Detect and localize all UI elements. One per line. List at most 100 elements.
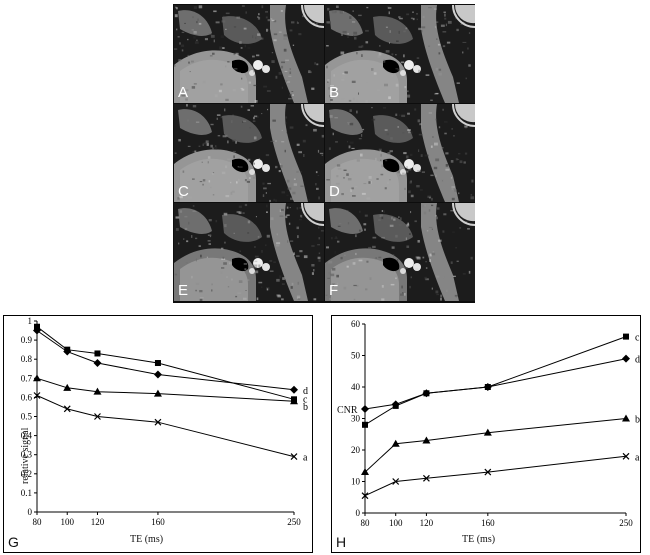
chart-h-x-tick-label: 100 — [389, 518, 403, 528]
chart-g-series-d-label: d — [303, 386, 308, 397]
chart-h-series-a-marker — [622, 452, 630, 460]
chart-g-y-tick-label: 0.7 — [21, 373, 33, 383]
chart-g-series-a-marker — [154, 418, 162, 426]
chart-g-y-tick-label: 1 — [28, 316, 33, 326]
chart-h-series-d-marker — [622, 354, 630, 363]
chart-h-series-a-marker — [361, 492, 369, 500]
chart-h-y-tick-label: 60 — [351, 319, 361, 329]
chart-g-series-b-marker — [63, 383, 72, 391]
chart-h-x-tick-label: 120 — [420, 518, 434, 528]
chart-g-relative-signal: 0 0.1 0.2 0.3 0.4 0.5 0.6 0.7 0.8 0.9 1 80 100 120 160… — [3, 315, 313, 553]
chart-g-series-c-marker — [291, 396, 297, 403]
chart-h-series-c-marker — [623, 333, 629, 340]
chart-h-x-tick-label: 160 — [481, 518, 495, 528]
mri-panel-letter: D — [329, 183, 340, 200]
mri-panel-a: A — [174, 5, 324, 103]
chart-h-y-tick-label: 0 — [356, 508, 361, 518]
mri-panel-letter: E — [178, 282, 189, 299]
chart-g-x-tick-label: 120 — [91, 517, 105, 527]
mri-panel-e: E — [174, 203, 324, 301]
chart-h-plot: 0 10 20 30 40 50 60 80 100 120 160 250 a b cd — [351, 319, 640, 528]
chart-h-series-d-marker — [361, 405, 369, 414]
chart-g-series-b-marker — [153, 389, 162, 397]
chart-h-cnr: 0 10 20 30 40 50 60 80 100 120 160 250 a b c d CNR TE (… — [331, 315, 641, 553]
corner-marker — [454, 104, 475, 123]
corner-marker — [454, 5, 475, 24]
mri-panel-letter: C — [178, 183, 189, 200]
mri-panel-c: C — [174, 104, 324, 202]
chart-h-series-a-marker — [392, 478, 400, 485]
mri-scan-image — [325, 203, 475, 301]
chart-h-y-tick-label: 50 — [351, 351, 361, 361]
mri-scan-image — [325, 5, 475, 103]
chart-h-series-b-marker — [361, 468, 369, 476]
chart-g-panel-letter: G — [8, 534, 19, 550]
chart-h-ylabel: CNR — [337, 405, 358, 416]
chart-h-y-tick-label: 20 — [351, 445, 361, 455]
chart-g-x-tick-label: 100 — [60, 517, 74, 527]
chart-h-series-d-marker — [391, 400, 400, 409]
chart-h-series-a-marker — [422, 474, 430, 482]
chart-g-series-c-marker — [94, 350, 101, 357]
chart-h-series-b-marker — [422, 436, 431, 444]
mri-image-grid: A B C D E F — [173, 4, 475, 303]
chart-g-series-d-marker — [153, 370, 162, 379]
chart-g-series-d-marker — [93, 359, 102, 368]
chart-g-y-tick-label: 0.4 — [21, 431, 33, 441]
chart-g-y-tick-label: 0.5 — [21, 412, 33, 422]
mri-panel-letter: F — [329, 282, 339, 299]
chart-h-series-c-marker — [362, 421, 368, 428]
chart-g-series-d-line — [36, 330, 295, 391]
chart-g-series-a-label: a — [303, 453, 308, 464]
chart-h-xlabel: TE (ms) — [462, 534, 496, 545]
corner-marker — [303, 5, 324, 24]
chart-g-series-b-marker — [33, 374, 41, 382]
chart-h-y-tick-label: 40 — [351, 382, 361, 392]
mri-panel-letter: B — [329, 84, 340, 101]
chart-g-y-tick-label: 0.2 — [21, 469, 32, 479]
mri-panel-b: B — [325, 5, 475, 103]
mri-panel-d: D — [325, 104, 475, 202]
chart-h-y-tick-label: 30 — [351, 414, 361, 424]
chart-g-x-tick-label: 160 — [151, 517, 165, 527]
chart-g-y-tick-label: 0.1 — [21, 488, 32, 498]
chart-g-y-tick-label: 0.6 — [21, 392, 33, 402]
mri-scan-image — [174, 104, 324, 202]
chart-h-series-d-label: d — [635, 355, 640, 366]
chart-h-series-b-marker — [391, 439, 400, 447]
chart-h-series-d-marker — [483, 383, 492, 391]
chart-h-series-b-line — [364, 418, 627, 473]
chart-g-x-tick-label: 250 — [287, 517, 301, 527]
chart-h-series-b-marker — [622, 414, 630, 422]
corner-marker — [454, 203, 475, 222]
mri-panel-letter: A — [178, 84, 189, 101]
chart-g-series-b-label: b — [303, 402, 308, 413]
chart-g-series-d-marker — [63, 347, 72, 356]
chart-g-series-a-line — [36, 395, 295, 458]
chart-h-series-a-label: a — [635, 452, 640, 463]
chart-h-series-b-label: b — [635, 415, 640, 426]
chart-h-series-a-line — [364, 455, 627, 497]
chart-h-x-tick-label: 80 — [361, 518, 371, 528]
corner-marker — [303, 203, 324, 222]
chart-g-series-c-marker — [154, 360, 161, 367]
chart-h-y-tick-label: 10 — [351, 477, 361, 487]
chart-g-series-b-marker — [93, 387, 102, 395]
chart-g-x-tick-label: 80 — [33, 517, 43, 527]
mri-scan-image — [174, 5, 324, 103]
mri-scan-image — [174, 203, 324, 301]
chart-g-plot: 0 0.1 0.2 0.3 0.4 0.5 0.6 0.7 0.8 0.9 1 80 100 120 160… — [21, 316, 308, 527]
chart-g-y-tick-label: 0.8 — [21, 354, 33, 364]
chart-g-y-tick-label: 0 — [28, 507, 33, 517]
mri-panel-f: F — [325, 203, 475, 301]
chart-h-series-b-marker — [483, 428, 492, 436]
corner-marker — [303, 104, 324, 123]
chart-g-series-a-marker — [290, 453, 298, 461]
chart-h-series-c-label: c — [635, 333, 640, 344]
chart-h-series-a-marker — [484, 468, 492, 476]
chart-h-series-c-line — [364, 336, 627, 426]
chart-g-y-tick-label: 0.3 — [21, 450, 33, 460]
chart-h-series-d-marker — [422, 389, 431, 398]
chart-g-series-b-line — [36, 377, 295, 402]
chart-g-series-a-marker — [33, 392, 41, 399]
